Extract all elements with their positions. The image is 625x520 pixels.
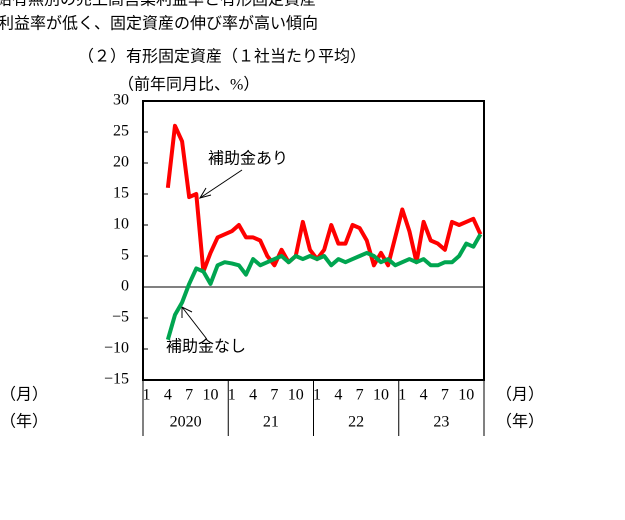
header-line: 利益率が低く、固定資産の伸び率が高い傾向 — [0, 14, 318, 33]
annotation: 補助金あり — [208, 150, 288, 168]
arrow — [199, 169, 243, 199]
y-tick-label: −10 — [104, 340, 129, 357]
x-tick-label: 10 — [373, 387, 389, 404]
year-label: 23 — [433, 414, 449, 431]
x-tick-label: 4 — [164, 387, 172, 404]
x-tick-label: 7 — [356, 387, 364, 404]
y-tick-label: −15 — [104, 371, 129, 388]
month-unit: （月） — [0, 386, 48, 404]
x-tick-label: 10 — [288, 387, 304, 404]
x-tick-label: 4 — [249, 387, 257, 404]
year-label: 21 — [263, 414, 279, 431]
y-tick-label: 25 — [113, 123, 129, 140]
x-tick-label: 10 — [202, 387, 218, 404]
chart-title: （２）有形固定資産（１社当たり平均） — [78, 47, 366, 66]
y-tick-label: 15 — [113, 185, 129, 202]
y-tick-label: 5 — [121, 247, 129, 264]
x-tick-label: 10 — [458, 387, 474, 404]
x-tick-label: 7 — [185, 387, 193, 404]
x-tick-label: 4 — [420, 387, 428, 404]
y-tick-label: −5 — [112, 309, 129, 326]
x-tick-label: 7 — [270, 387, 278, 404]
plot-frame — [142, 100, 485, 381]
x-tick-label: 1 — [313, 387, 321, 404]
series-line — [165, 123, 483, 274]
x-tick-label: 1 — [143, 387, 151, 404]
arrow — [181, 306, 207, 339]
x-tick-label: 4 — [334, 387, 342, 404]
annotation-arrows — [181, 169, 243, 339]
annotation: 補助金なし — [166, 338, 246, 356]
month-unit: （月） — [496, 386, 544, 404]
year-unit: （年） — [496, 413, 544, 431]
y-tick-label: 0 — [121, 278, 129, 295]
x-tick-label: 7 — [441, 387, 449, 404]
y-tick-label: 10 — [113, 216, 129, 233]
year-label: 22 — [348, 414, 364, 431]
arrow-head — [198, 187, 212, 199]
series-line — [165, 233, 483, 341]
y-tick-label: 20 — [113, 154, 129, 171]
year-unit: （年） — [0, 413, 48, 431]
arrow-head — [181, 306, 193, 318]
y-tick-label: 30 — [113, 92, 129, 109]
header-line: 給有無別の売上高営業利益率と有形固定資産 — [0, 0, 316, 9]
x-tick-label: 1 — [398, 387, 406, 404]
x-tick-label: 1 — [228, 387, 236, 404]
year-label: 2020 — [170, 414, 202, 431]
y-axis-label: （前年同月比、%） — [118, 76, 259, 94]
